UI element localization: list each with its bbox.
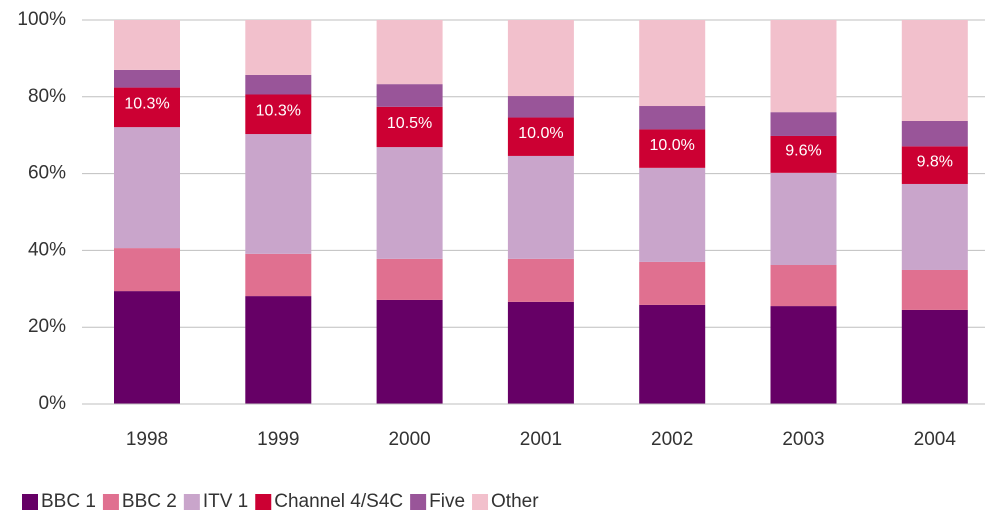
legend-label: Channel 4/S4C [274,491,403,512]
x-tick-label: 2002 [651,429,693,450]
bar-segment [507,20,574,97]
legend-item: BBC 2 [102,491,177,512]
bar-segment [770,135,837,173]
bar-segment [639,20,706,107]
x-tick-label: 2003 [782,429,824,450]
x-tick-label: 1998 [126,429,168,450]
bar-segment [770,264,837,307]
y-tick-label: 60% [28,163,66,184]
legend-label: Five [429,491,465,512]
bar-segment [770,172,837,265]
y-tick-label: 100% [17,9,66,30]
x-tick-label: 2004 [914,429,957,450]
data-label: 10.0% [518,125,563,142]
bar-segment [770,112,837,136]
bar-segment [507,155,574,259]
legend-label: Other [491,491,539,512]
bar-segment [245,134,312,254]
bar-segment [901,309,968,404]
x-tick-label: 1999 [257,429,299,450]
bar-segment [376,20,443,85]
bar-segment [245,253,312,297]
bar-segment [770,306,837,404]
legend-item: Other [472,491,539,512]
data-label: 9.6% [785,143,821,160]
legend-label: BBC 1 [41,491,96,512]
bar-segment [901,120,968,147]
data-label: 9.8% [917,153,953,170]
data-label: 10.3% [256,102,301,119]
bar-segment [507,96,574,118]
legend-item: Channel 4/S4C [255,491,403,512]
bar-segment [901,146,968,184]
bar-segment [245,296,312,404]
bar-segment [245,74,312,95]
bar-segment [507,301,574,404]
bar-segment [114,20,180,70]
bar-segment [901,20,968,121]
legend-item: ITV 1 [183,491,248,512]
bar-segment [770,20,837,113]
data-label: 10.5% [387,115,432,132]
legend-swatch [410,494,427,510]
bar-segment [376,84,443,107]
bar-segment [639,106,706,130]
bar-segment [245,20,312,75]
bar-segment [114,291,180,404]
bar-segment [639,167,706,262]
legend-swatch [472,494,489,510]
bar-segment [376,258,443,300]
bar-segment [639,304,706,404]
data-label: 10.0% [650,137,695,154]
bar-segment [114,248,180,292]
y-tick-label: 20% [28,316,66,337]
legend-item: BBC 1 [22,491,96,512]
bar-segment [245,94,312,135]
legend-swatch [183,494,200,510]
bar-segment [114,87,180,128]
data-label: 10.3% [124,96,169,113]
x-tick-label: 2000 [388,429,430,450]
bar-segment [901,183,968,270]
bar-segment [639,261,706,305]
y-tick-label: 40% [28,239,66,260]
bar-segment [114,127,180,249]
legend-label: BBC 2 [122,491,177,512]
y-tick-label: 0% [39,393,67,414]
y-tick-label: 80% [28,86,66,107]
bar-segment [639,129,706,168]
legend-swatch [22,494,38,510]
bar-segment [376,147,443,259]
legend-label: ITV 1 [203,491,248,512]
x-tick-label: 2001 [520,429,562,450]
legend-swatch [255,494,272,510]
bar-segment [507,258,574,302]
legend-swatch [102,494,119,510]
bar-segment [507,117,574,156]
bar-segment [901,269,968,310]
bar-segment [114,69,180,88]
bar-segment [376,299,443,404]
legend-item: Five [410,491,465,512]
bar-segment [376,106,443,148]
